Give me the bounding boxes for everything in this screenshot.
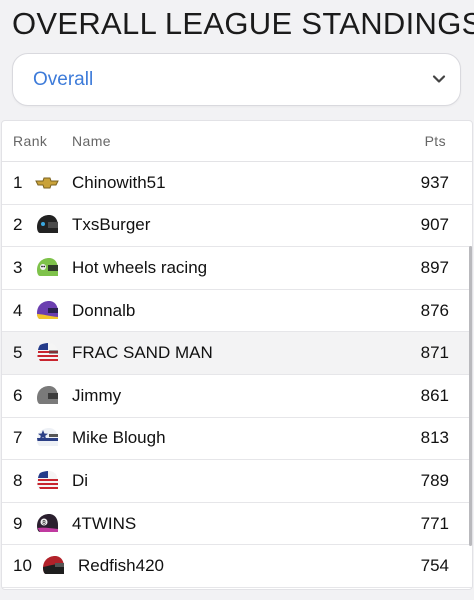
row-rank: 2 xyxy=(13,215,23,235)
row-pts: 789 xyxy=(420,470,449,490)
table-row[interactable]: 2 TxsBurger 907 xyxy=(2,205,472,248)
row-name: Donnalb xyxy=(72,300,136,320)
helmet-red-black-icon xyxy=(36,553,70,579)
row-rank: 1 xyxy=(13,172,23,192)
helmet-green-skull-icon xyxy=(30,255,64,281)
table-row[interactable]: 4 Donnalb 876 xyxy=(2,290,472,333)
row-name: Jimmy xyxy=(72,385,122,405)
row-rank: 6 xyxy=(13,385,23,405)
table-row[interactable]: 6 Jimmy 861 xyxy=(2,375,472,418)
standings-filter-select[interactable]: Overall xyxy=(12,53,461,106)
helmet-black-icon xyxy=(30,212,64,238)
chevron-down-icon xyxy=(432,75,446,83)
helmet-star-icon xyxy=(30,425,64,451)
helmet-usa-flag-icon xyxy=(30,468,64,494)
scrollbar[interactable] xyxy=(469,246,472,546)
row-rank: 4 xyxy=(13,300,23,320)
chevrolet-logo-icon xyxy=(30,170,64,196)
row-name: Redfish420 xyxy=(78,556,165,576)
table-row[interactable]: 9 8 4TWINS 771 xyxy=(2,503,472,546)
table-row[interactable]: 3 Hot wheels racing 897 xyxy=(2,247,472,290)
row-pts: 907 xyxy=(420,215,449,235)
row-name: TxsBurger xyxy=(72,215,151,235)
table-header: Rank Name Pts xyxy=(2,121,472,162)
row-rank: 7 xyxy=(13,428,23,448)
row-rank: 3 xyxy=(13,257,23,277)
table-row[interactable]: 1 Chinowith51 937 xyxy=(2,162,472,205)
column-header-rank: Rank xyxy=(13,133,48,149)
column-header-name: Name xyxy=(72,133,111,149)
svg-text:8: 8 xyxy=(42,519,46,526)
row-name: Chinowith51 xyxy=(72,172,166,192)
table-row[interactable]: 7 Mike Blough 813 xyxy=(2,418,472,461)
row-pts: 754 xyxy=(420,556,449,576)
row-pts: 813 xyxy=(420,428,449,448)
page-title: OVERALL LEAGUE STANDINGS xyxy=(12,6,474,41)
row-rank: 8 xyxy=(13,470,23,490)
table-row-highlighted[interactable]: 5 FRAC SAND MAN 871 xyxy=(2,332,472,375)
helmet-usa-flag-icon xyxy=(30,340,64,366)
row-pts: 876 xyxy=(420,300,449,320)
row-pts: 897 xyxy=(420,257,449,277)
row-name: Hot wheels racing xyxy=(72,257,208,277)
row-name: FRAC SAND MAN xyxy=(72,343,213,363)
row-name: Di xyxy=(72,470,89,490)
row-pts: 937 xyxy=(420,172,449,192)
row-name: 4TWINS xyxy=(72,513,137,533)
row-rank: 9 xyxy=(13,513,23,533)
column-header-pts: Pts xyxy=(424,133,446,149)
helmet-gray-icon xyxy=(30,383,64,409)
helmet-purple-yellow-icon xyxy=(30,298,64,324)
standings-table: Rank Name Pts 1 Chinowith51 937 2 TxsBur… xyxy=(1,120,473,590)
row-pts: 861 xyxy=(420,385,449,405)
row-rank: 5 xyxy=(13,343,23,363)
row-pts: 771 xyxy=(420,513,449,533)
row-rank: 10 xyxy=(13,556,32,576)
table-row[interactable]: 8 Di 789 xyxy=(2,460,472,503)
row-name: Mike Blough xyxy=(72,428,166,448)
table-row[interactable]: 10 Redfish420 754 xyxy=(2,545,472,588)
filter-selected-value: Overall xyxy=(33,68,94,90)
row-pts: 871 xyxy=(420,343,449,363)
helmet-eight-ball-icon: 8 xyxy=(30,511,64,537)
